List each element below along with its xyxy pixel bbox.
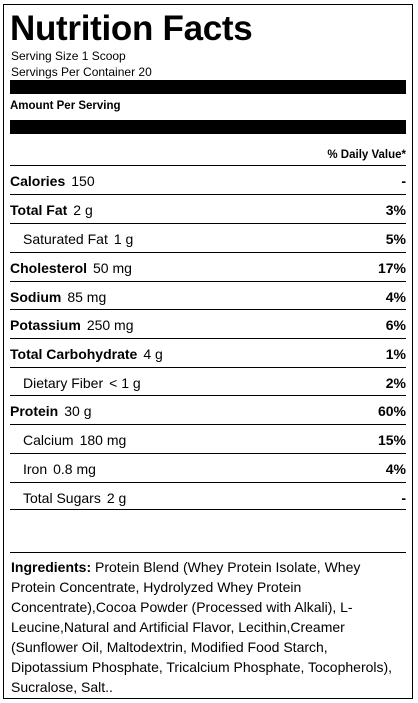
- nutrient-daily-value: 4%: [385, 461, 406, 477]
- nutrient-daily-value: 2%: [385, 375, 406, 391]
- nutrient-amount: 85 mg: [67, 289, 107, 305]
- nutrient-daily-value: -: [401, 173, 406, 189]
- nutrient-amount: 0.8 mg: [53, 461, 96, 477]
- nutrient-name: Total Carbohydrate: [10, 346, 138, 362]
- nutrient-amount: 2 g: [73, 202, 93, 218]
- nutrient-row-calcium: Calcium 180 mg 15%: [10, 424, 406, 453]
- nutrient-row-protein: Protein 30 g 60%: [10, 395, 406, 424]
- serving-size: Serving Size 1 Scoop: [11, 49, 126, 63]
- nutrient-amount: 1 g: [113, 231, 134, 247]
- nutrient-row-dietary-fiber: Dietary Fiber < 1 g 2%: [10, 367, 406, 396]
- nutrient-name: Iron: [23, 461, 48, 477]
- divider-after-nutrients: [10, 509, 406, 510]
- nutrient-row-total-fat: Total Fat 2 g 3%: [10, 194, 406, 223]
- servings-per-container: Servings Per Container 20: [11, 65, 152, 79]
- nutrition-label: Nutrition Facts Serving Size 1 Scoop Ser…: [3, 4, 413, 699]
- thick-divider-middle: [10, 120, 406, 134]
- nutrient-name: Saturated Fat: [23, 231, 108, 247]
- nutrient-daily-value: 4%: [385, 289, 406, 305]
- nutrient-amount: 4 g: [143, 346, 163, 362]
- nutrient-daily-value: 1%: [385, 346, 406, 362]
- nutrient-daily-value: 6%: [385, 317, 406, 333]
- nutrient-name: Calories: [10, 173, 66, 189]
- nutrient-daily-value: 3%: [385, 202, 406, 218]
- ingredients-text: Protein Blend (Whey Protein Isolate, Whe…: [11, 559, 393, 695]
- nutrient-name: Cholesterol: [10, 260, 88, 276]
- nutrient-amount: 50 mg: [93, 260, 132, 276]
- nutrient-amount: 250 mg: [86, 317, 134, 333]
- nutrient-amount: 150: [71, 173, 95, 189]
- nutrient-row-cholesterol: Cholesterol 50 mg 17%: [10, 252, 406, 281]
- nutrient-row-total-sugars: Total Sugars 2 g -: [10, 482, 406, 511]
- nutrient-name: Total Fat: [10, 202, 68, 218]
- nutrient-row-saturated-fat: Saturated Fat 1 g 5%: [10, 223, 406, 252]
- label-title: Nutrition Facts: [10, 9, 253, 48]
- nutrient-daily-value: 17%: [377, 260, 406, 276]
- nutrient-row-iron: Iron 0.8 mg 4%: [10, 453, 406, 482]
- ingredients-block: Ingredients: Protein Blend (Whey Protein…: [11, 557, 406, 697]
- nutrient-amount: < 1 g: [109, 375, 141, 391]
- nutrient-name: Calcium: [23, 432, 74, 448]
- nutrient-row-potassium: Potassium 250 mg 6%: [10, 309, 406, 338]
- nutrient-daily-value: 5%: [385, 231, 406, 247]
- nutrient-row-sodium: Sodium 85 mg 4%: [10, 281, 406, 310]
- nutrient-name: Protein: [10, 403, 59, 419]
- nutrient-daily-value: -: [401, 490, 406, 506]
- nutrient-name: Total Sugars: [23, 490, 101, 506]
- nutrient-daily-value: 15%: [377, 432, 406, 448]
- nutrient-daily-value: 60%: [377, 403, 406, 419]
- nutrient-amount: 180 mg: [79, 432, 127, 448]
- nutrient-name: Dietary Fiber: [23, 375, 104, 391]
- amount-per-serving: Amount Per Serving: [10, 100, 121, 112]
- nutrient-amount: 2 g: [106, 490, 127, 506]
- thick-divider-top: [10, 80, 406, 94]
- daily-value-header: % Daily Value*: [327, 149, 406, 161]
- nutrient-name: Potassium: [10, 317, 81, 333]
- nutrient-row-total-carbohydrate: Total Carbohydrate 4 g 1%: [10, 338, 406, 367]
- divider-before-ingredients: [10, 552, 406, 553]
- nutrient-name: Sodium: [10, 289, 62, 305]
- ingredients-label: Ingredients:: [11, 559, 92, 575]
- nutrient-amount: 30 g: [64, 403, 92, 419]
- nutrition-label-inner: Nutrition Facts Serving Size 1 Scoop Ser…: [10, 5, 406, 698]
- nutrient-row-calories: Calories 150 -: [10, 165, 406, 194]
